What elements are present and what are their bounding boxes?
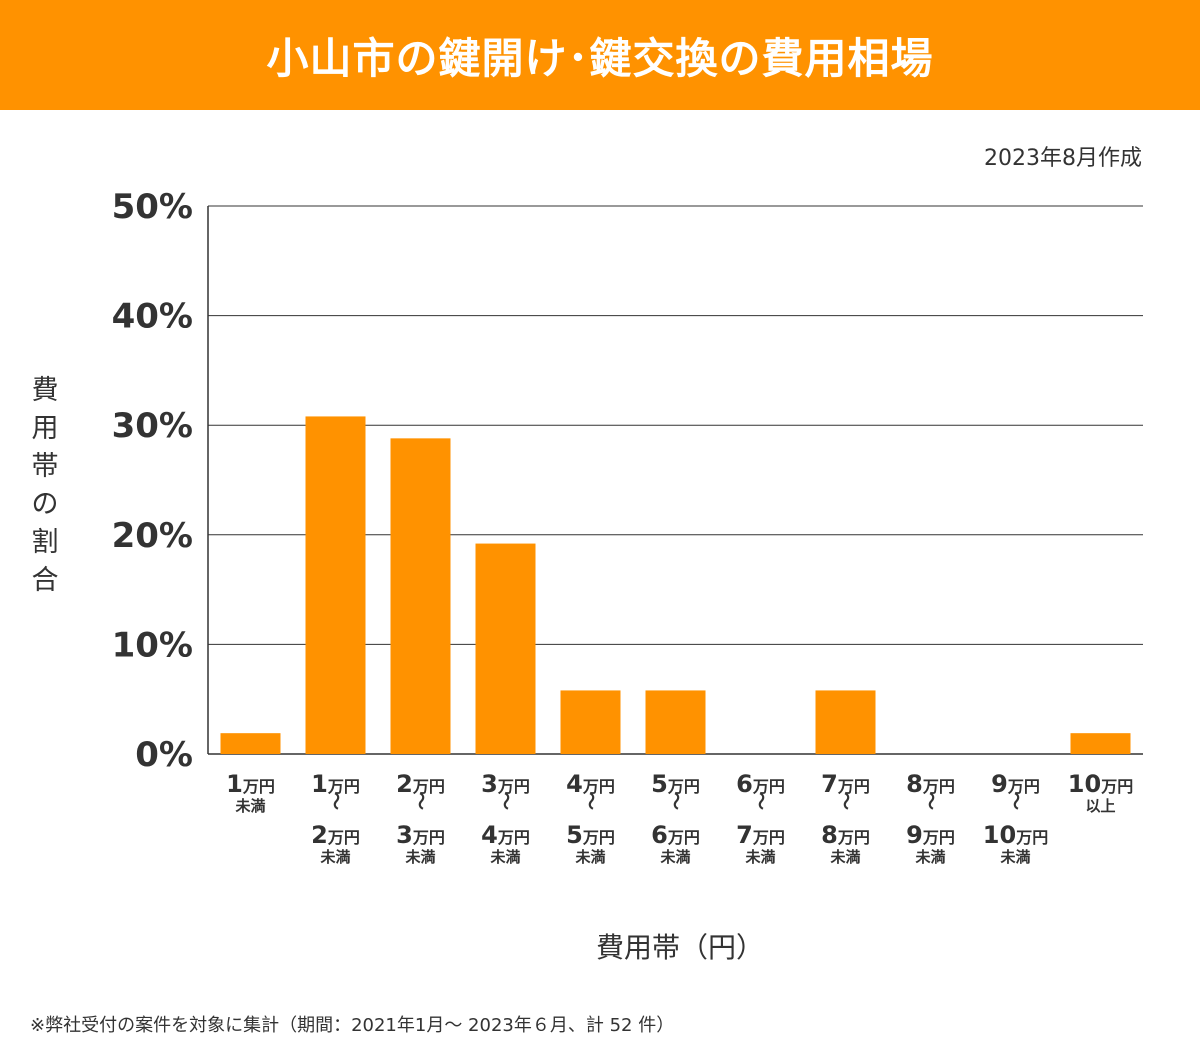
- bar: [305, 416, 366, 754]
- x-tick-label: 未満: [829, 848, 860, 866]
- x-tick-label: 3万円: [481, 770, 530, 798]
- x-tick-label: 10万円: [1068, 770, 1133, 798]
- bar: [220, 733, 281, 754]
- x-tick-label: 未満: [489, 848, 520, 866]
- x-tick-label: 1万円: [226, 770, 275, 798]
- x-tick-label: ～: [835, 792, 856, 810]
- y-tick-label: 50%: [112, 187, 193, 227]
- x-tick-label: ～: [1005, 792, 1026, 810]
- x-tick-label: 9万円: [991, 770, 1040, 798]
- y-tick-label: 40%: [112, 297, 193, 337]
- x-tick-label: 未満: [999, 848, 1030, 866]
- x-tick-label: 7万円: [821, 770, 870, 798]
- x-tick-label: 2万円: [311, 821, 360, 849]
- x-tick-label: 8万円: [821, 821, 870, 849]
- x-tick-label: 未満: [659, 848, 690, 866]
- bar: [475, 543, 536, 754]
- x-tick-label: 4万円: [566, 770, 615, 798]
- x-tick-label: ～: [325, 792, 346, 810]
- y-tick-label: 20%: [112, 516, 193, 556]
- x-tick-label: ～: [495, 792, 516, 810]
- x-tick-label: 未満: [234, 797, 265, 815]
- x-tick-label: 3万円: [396, 821, 445, 849]
- bar: [815, 690, 876, 754]
- x-tick-label: 9万円: [906, 821, 955, 849]
- footnote: ※弊社受付の案件を対象に集計（期間：2021年1月～ 2023年６月、計 52 …: [30, 1015, 675, 1036]
- x-tick-label: 未満: [404, 848, 435, 866]
- x-tick-label: 7万円: [736, 821, 785, 849]
- bar: [560, 690, 621, 754]
- y-axis-label: 費用帯の割合: [31, 375, 59, 596]
- created-date: 2023年8月作成: [984, 146, 1142, 171]
- x-tick-label: 以上: [1085, 797, 1115, 815]
- x-tick-label: 5万円: [651, 770, 700, 798]
- x-tick-label: 未満: [914, 848, 945, 866]
- x-tick-label: 6万円: [651, 821, 700, 849]
- x-tick-label: ～: [920, 792, 941, 810]
- x-tick-label: ～: [410, 792, 431, 810]
- bar: [645, 690, 706, 754]
- bar: [1070, 733, 1131, 754]
- chart-title: 小山市の鍵開け･鍵交換の費用相場: [266, 33, 934, 83]
- x-tick-label: 4万円: [481, 821, 530, 849]
- x-tick-label: ～: [750, 792, 771, 810]
- x-tick-label: ～: [580, 792, 601, 810]
- x-tick-label: 1万円: [311, 770, 360, 798]
- x-axis-label: 費用帯（円）: [595, 931, 764, 964]
- y-tick-label: 10%: [112, 625, 193, 665]
- header-banner: 小山市の鍵開け･鍵交換の費用相場: [0, 0, 1200, 110]
- x-tick-label: 8万円: [906, 770, 955, 798]
- bar: [390, 438, 451, 754]
- x-tick-label: 10万円: [983, 821, 1048, 849]
- y-tick-label: 0%: [135, 735, 193, 775]
- x-tick-label: 6万円: [736, 770, 785, 798]
- x-tick-label: 未満: [744, 848, 775, 866]
- x-tick-label: 未満: [319, 848, 350, 866]
- x-tick-label: 未満: [574, 848, 605, 866]
- x-tick-label: ～: [665, 792, 686, 810]
- y-tick-label: 30%: [112, 406, 193, 446]
- x-tick-label: 5万円: [566, 821, 615, 849]
- x-tick-label: 2万円: [396, 770, 445, 798]
